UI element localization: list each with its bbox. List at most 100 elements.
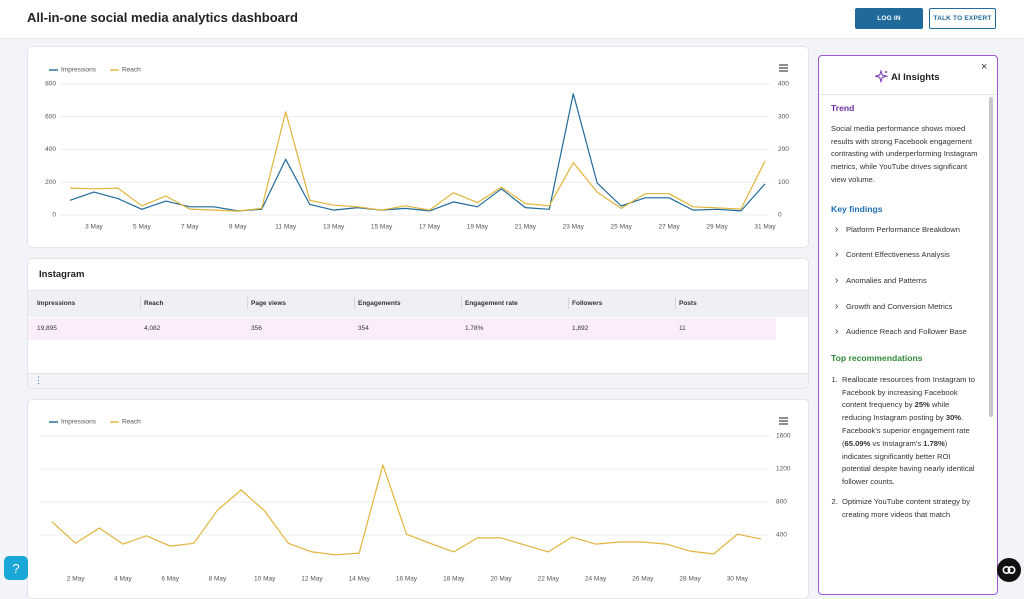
y2-tick-label: 1600 xyxy=(776,433,791,440)
page-title: All-in-one social media analytics dashbo… xyxy=(27,10,298,25)
findings-list: Platform Performance Breakdown Content Ef… xyxy=(831,224,979,340)
x-tick-label: 25 May xyxy=(611,224,633,231)
column-header: Page views xyxy=(251,300,287,307)
column-separator xyxy=(247,297,248,309)
recommendation-text: 65.09% xyxy=(844,438,871,448)
series-line xyxy=(69,93,766,212)
section-heading: Key findings xyxy=(831,203,883,214)
x-tick-label: 2 May xyxy=(67,576,85,583)
x-tick-label: 28 May xyxy=(679,576,701,583)
y-tick-label: 0 xyxy=(52,212,56,219)
section-heading: Top recommendations xyxy=(831,353,923,364)
recommendation-text: while reducing Instagram posting by xyxy=(842,400,950,423)
series-line xyxy=(69,111,766,212)
x-tick-label: 13 May xyxy=(323,224,345,231)
charts: 0 200 400 600 800 0 100 200 300 400 3 May 5 May 7 Ma… xyxy=(40,64,791,583)
recommendation-text: 25% xyxy=(914,400,930,410)
close-button[interactable]: × xyxy=(981,61,988,73)
x-tick-label: 15 May xyxy=(371,224,393,231)
x-tick-label: 7 May xyxy=(181,224,199,231)
instagram-card: Instagram ⋮ Impressions 19,895 Reach 4,082 P… xyxy=(27,258,809,389)
recommendation-text: Reallocate resources from Instagram to F… xyxy=(842,374,975,410)
recommendation-text: . Facebook's superior engagement rate ( xyxy=(842,413,970,448)
x-tick-label: 22 May xyxy=(538,576,560,583)
finding-item[interactable]: Platform Performance Breakdown xyxy=(831,224,979,237)
y-tick-label: 800 xyxy=(45,81,56,88)
x-tick-label: 23 May xyxy=(563,224,585,231)
x-tick-label: 10 May xyxy=(254,576,276,583)
recommendation-text: 1.78% xyxy=(923,438,945,448)
trend-text: Social media performance shows mixed res… xyxy=(831,123,978,184)
y2-tick-label: 1200 xyxy=(776,466,791,473)
table-header xyxy=(28,291,808,317)
x-tick-label: 9 May xyxy=(229,224,247,231)
table-row xyxy=(28,318,776,340)
expert-button[interactable]: TALK TO EXPERT xyxy=(929,8,996,29)
table-cell: 354 xyxy=(358,325,369,332)
scrollbar[interactable] xyxy=(989,97,993,417)
section-heading: Trend xyxy=(831,103,855,113)
recommendation-item: Optimize YouTube content strategy by cre… xyxy=(840,496,979,522)
panel-body: Trend Social media performance shows mix… xyxy=(831,102,979,529)
recommendations-list: Reallocate resources from Instagram to F… xyxy=(831,374,979,522)
finding-item[interactable]: Audience Reach and Follower Base xyxy=(831,326,979,339)
table-cell: 11 xyxy=(679,325,686,332)
column-separator xyxy=(568,297,569,309)
column-header: Engagements xyxy=(358,300,401,307)
series-line xyxy=(51,464,762,556)
chart-card xyxy=(27,46,809,248)
x-tick-label: 4 May xyxy=(114,576,132,583)
legend-label: Reach xyxy=(122,419,141,426)
x-tick-label: 29 May xyxy=(706,224,728,231)
x-tick-label: 31 May xyxy=(754,224,776,231)
legend-label: Impressions xyxy=(61,419,97,426)
x-tick-label: 11 May xyxy=(275,224,297,231)
y2-tick-label: 0 xyxy=(778,212,782,219)
table-cell: 1.78% xyxy=(465,325,484,332)
assistant-icon xyxy=(1002,566,1016,575)
page: { "header": {"title": "All-in-one social… xyxy=(0,0,1024,584)
table-title: Instagram xyxy=(39,269,85,280)
x-tick-label: 27 May xyxy=(658,224,680,231)
column-header: Impressions xyxy=(37,300,76,307)
column-header: Posts xyxy=(679,300,697,307)
column-separator xyxy=(354,297,355,309)
x-tick-label: 19 May xyxy=(467,224,489,231)
x-tick-label: 3 May xyxy=(85,224,103,231)
login-button[interactable]: LOG IN xyxy=(855,8,923,29)
divider xyxy=(28,290,808,291)
help-button[interactable]: ? xyxy=(4,556,28,580)
y2-tick-label: 800 xyxy=(776,499,787,506)
legend-label: Reach xyxy=(122,67,141,74)
y2-tick-label: 300 xyxy=(778,113,789,120)
assistant-button[interactable] xyxy=(997,558,1021,582)
header: All-in-one social media analytics dashbo… xyxy=(0,0,1024,39)
x-tick-label: 17 May xyxy=(419,224,441,231)
x-tick-label: 24 May xyxy=(585,576,607,583)
chart-card xyxy=(27,399,809,599)
x-tick-label: 30 May xyxy=(727,576,749,583)
recommendation-text: vs Instagram's xyxy=(870,438,924,448)
y2-tick-label: 200 xyxy=(778,146,789,153)
ai-insights-panel: AI Insights × Trend Social media perform… xyxy=(818,55,998,595)
finding-item[interactable]: Anomalies and Patterns xyxy=(831,275,979,288)
finding-item[interactable]: Growth and Conversion Metrics xyxy=(831,301,979,314)
recommendation-text: Optimize YouTube content strategy by cre… xyxy=(842,496,971,519)
table-footer: ⋮ xyxy=(28,373,808,388)
column-separator xyxy=(675,297,676,309)
table-cell: 4,082 xyxy=(144,325,161,332)
panel-title: AI Insights xyxy=(891,72,940,83)
x-tick-label: 5 May xyxy=(133,224,151,231)
finding-item[interactable]: Content Effectiveness Analysis xyxy=(831,249,979,262)
x-tick-label: 8 May xyxy=(209,576,227,583)
x-tick-label: 14 May xyxy=(349,576,371,583)
x-tick-label: 16 May xyxy=(396,576,418,583)
sparkle-icon xyxy=(875,70,888,83)
column-separator xyxy=(140,297,141,309)
column-header: Reach xyxy=(144,300,164,307)
y-tick-label: 600 xyxy=(45,113,56,120)
y-tick-label: 400 xyxy=(45,146,56,153)
table-cell: 19,895 xyxy=(37,325,57,332)
x-tick-label: 26 May xyxy=(632,576,654,583)
panel-header: AI Insights × xyxy=(819,56,996,95)
